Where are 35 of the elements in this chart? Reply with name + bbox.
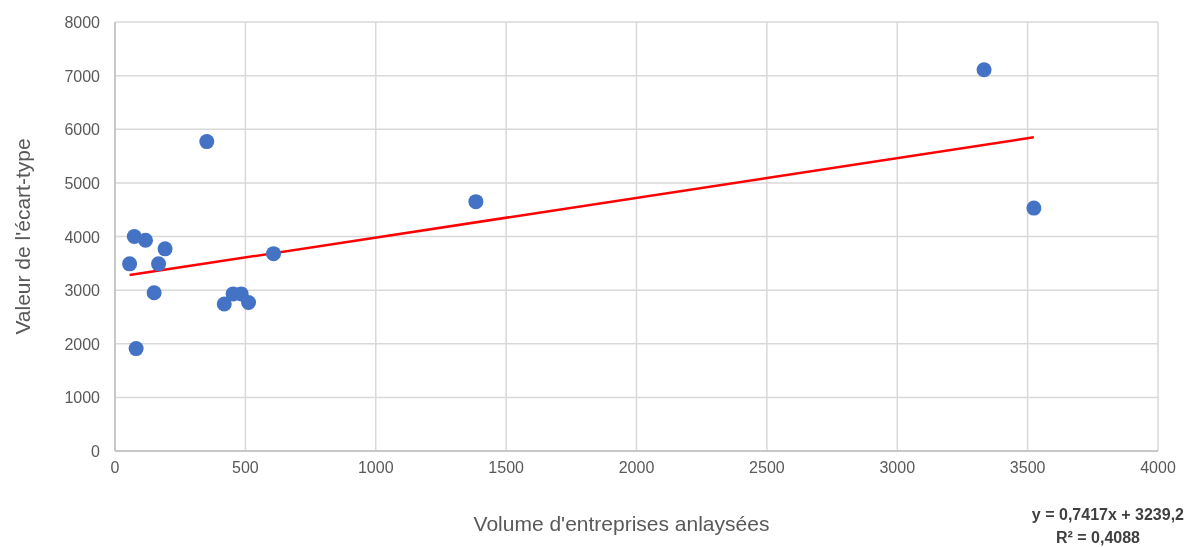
y-tick-label: 2000 xyxy=(64,335,101,353)
x-tick-label: 3500 xyxy=(1009,459,1046,476)
x-tick-label: 4000 xyxy=(1140,459,1176,476)
y-tick-label: 8000 xyxy=(64,14,101,31)
x-tick-label: 2500 xyxy=(749,459,785,476)
point xyxy=(199,134,215,150)
x-tick-label: 1000 xyxy=(357,459,394,476)
y-tick-label: 7000 xyxy=(64,67,101,85)
x-tick-label: 1500 xyxy=(488,459,525,476)
y-axis-title: Valeur de l'écart-type xyxy=(11,138,34,335)
x-tick-label: 500 xyxy=(232,459,259,476)
y-tick-label: 3000 xyxy=(64,282,101,300)
point xyxy=(138,232,154,248)
y-tick-label: 4000 xyxy=(64,228,101,246)
point xyxy=(128,341,144,357)
point xyxy=(241,294,256,310)
x-tick-label: 2000 xyxy=(618,459,655,476)
text: R² = 0,4088 xyxy=(1055,529,1141,546)
point xyxy=(976,62,992,78)
point xyxy=(157,241,173,257)
x-tick-label: 3000 xyxy=(879,459,916,476)
point xyxy=(468,194,484,210)
point xyxy=(266,246,282,262)
point xyxy=(216,296,232,312)
point xyxy=(151,256,167,272)
text: y = 0,7417x + 3239,2 xyxy=(1031,506,1185,523)
y-tick-label: 6000 xyxy=(64,121,101,139)
y-tick-label: 1000 xyxy=(64,389,101,407)
x-axis-title: Volume d'entreprises anlaysées xyxy=(473,512,770,535)
point xyxy=(1026,200,1042,216)
x-tick-label: 0 xyxy=(110,459,120,476)
y-tick-label: 5000 xyxy=(64,174,101,192)
point xyxy=(122,256,138,272)
point xyxy=(146,285,162,301)
y-tick-label: 0 xyxy=(91,443,101,460)
